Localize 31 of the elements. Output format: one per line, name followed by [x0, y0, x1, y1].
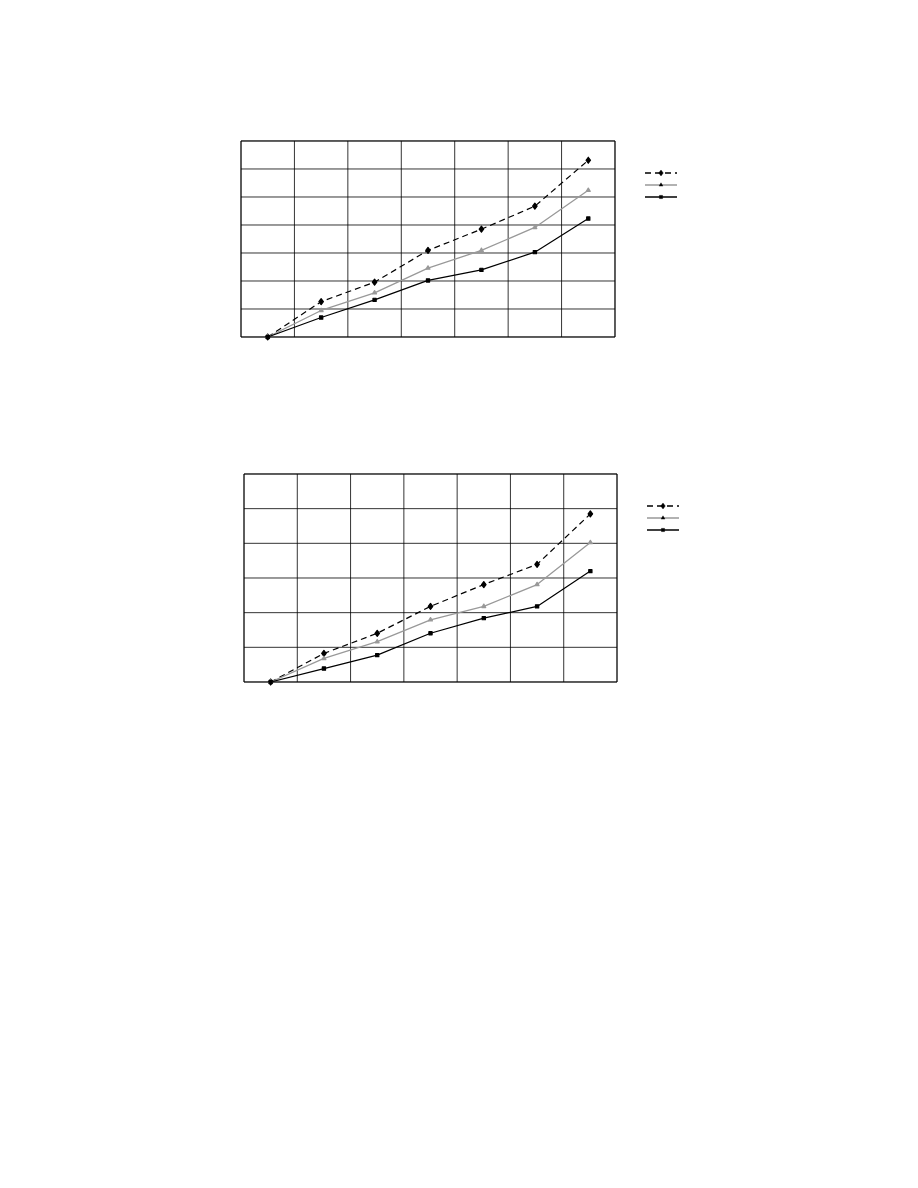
- point: [372, 289, 378, 295]
- point: [478, 247, 484, 253]
- point: [587, 539, 593, 545]
- point: [586, 216, 591, 221]
- point: [321, 666, 327, 671]
- point: [372, 297, 377, 303]
- point: [318, 298, 324, 306]
- point: [587, 510, 594, 518]
- point: [480, 580, 487, 589]
- point: [534, 604, 540, 609]
- point: [427, 616, 434, 622]
- point: [374, 629, 381, 637]
- point: [532, 202, 538, 210]
- point: [478, 225, 485, 233]
- point: [534, 581, 540, 587]
- point: [318, 315, 324, 320]
- point: [585, 156, 592, 164]
- point: [374, 638, 380, 644]
- point: [321, 655, 327, 661]
- point: [371, 278, 378, 286]
- point: [428, 631, 433, 636]
- point: [318, 307, 324, 313]
- point: [427, 602, 434, 610]
- point: [481, 603, 487, 609]
- point: [425, 278, 431, 283]
- point: [585, 187, 591, 193]
- point: [425, 246, 431, 254]
- point: [534, 560, 540, 568]
- point: [479, 267, 484, 273]
- point: [588, 568, 593, 574]
- point: [425, 265, 431, 270]
